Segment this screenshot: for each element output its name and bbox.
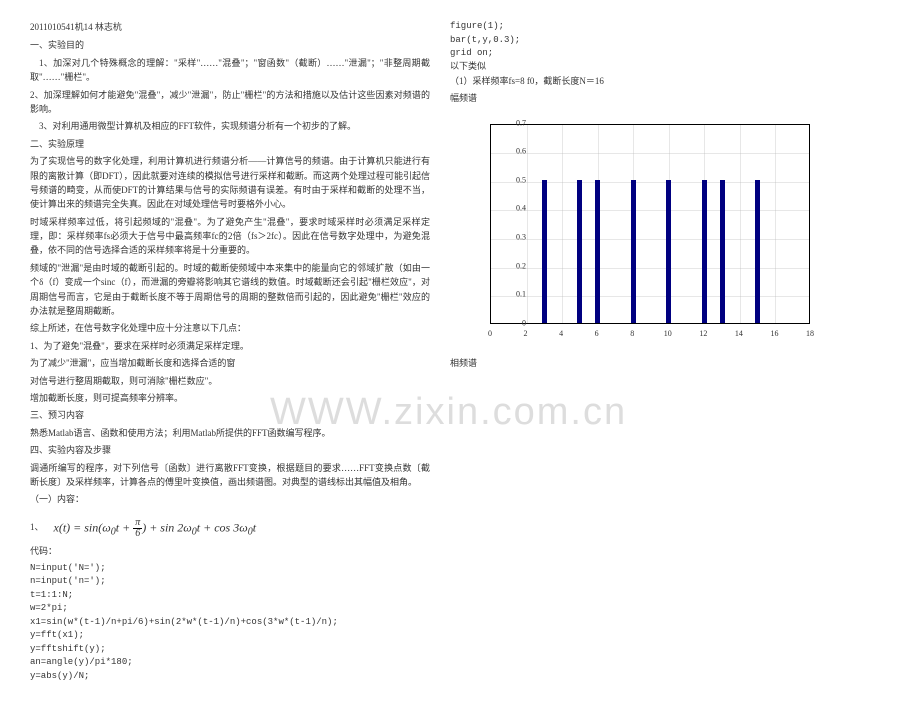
- s3-para-1: 熟悉Matlab语言、函数和使用方法；利用Matlab所提供的FFT函数编写程序…: [30, 426, 430, 440]
- section-3-title: 三、预习内容: [30, 408, 430, 422]
- plot-area: [490, 124, 810, 324]
- xtick-label: 0: [480, 328, 500, 341]
- code-label: 代码：: [30, 544, 430, 558]
- grid-line-horizontal: [491, 268, 809, 269]
- grid-line-vertical: [527, 125, 528, 323]
- s1-para-2: 2、加深理解如何才能避免"混叠"，减少"泄漏"，防止"栅栏"的方法和措施以及估计…: [30, 88, 430, 117]
- s2-para-2: 时域采样频率过低，将引起频域的"混叠"。为了避免产生"混叠"，要求时域采样时必须…: [30, 215, 430, 258]
- s2-para-7: 对信号进行整周期截取，则可消除"栅栏数应"。: [30, 374, 430, 388]
- chart-caption-1: （1）采样频率fs=8 f0，截断长度N＝16: [450, 74, 870, 88]
- code-line: bar(t,y,0.3);: [450, 34, 870, 48]
- code-block-left: N=input('N=');n=input('n=');t=1:1:N;w=2*…: [30, 562, 430, 684]
- grid-line-vertical: [775, 125, 776, 323]
- chart-bar: [577, 180, 582, 323]
- s1-para-3: 3、对利用通用微型计算机及相应的FFT软件，实现频谱分析有一个初步的了解。: [30, 119, 430, 133]
- s2-para-1: 为了实现信号的数字化处理，利用计算机进行频谱分析——计算信号的频谱。由于计算机只…: [30, 154, 430, 212]
- amplitude-chart: 02468101214161800.10.20.30.40.50.60.7: [460, 116, 870, 346]
- code-line: y=fft(x1);: [30, 629, 430, 643]
- ytick-label: 0.4: [500, 203, 526, 216]
- chart-bar: [720, 180, 725, 323]
- page-container: 2011010541机14 林志杭 一、实验目的 1、加深对几个特殊概念的理解：…: [0, 0, 920, 703]
- grid-line-horizontal: [491, 182, 809, 183]
- ytick-label: 0.6: [500, 146, 526, 159]
- ytick-label: 0.3: [500, 232, 526, 245]
- chart-bar: [755, 180, 760, 323]
- student-id-header: 2011010541机14 林志杭: [30, 20, 430, 34]
- section-4-title: 四、实验内容及步骤: [30, 443, 430, 457]
- grid-line-horizontal: [491, 153, 809, 154]
- xtick-label: 12: [693, 328, 713, 341]
- grid-line-vertical: [740, 125, 741, 323]
- code-line: an=angle(y)/pi*180;: [30, 656, 430, 670]
- code-line: t=1:1:N;: [30, 589, 430, 603]
- xtick-label: 8: [622, 328, 642, 341]
- xtick-label: 16: [764, 328, 784, 341]
- s2-para-6: 为了减少"泄漏"，应当增加截断长度和选择合适的窗: [30, 356, 430, 370]
- grid-line-vertical: [562, 125, 563, 323]
- s2-para-5: 1、为了避免"混叠"，要求在采样时必须满足采样定理。: [30, 339, 430, 353]
- chart-bar: [702, 180, 707, 323]
- chart-bar: [595, 180, 600, 323]
- code-block-right: figure(1);bar(t,y,0.3);grid on;以下类似: [450, 20, 870, 74]
- chart-bar: [666, 180, 671, 323]
- code-line: n=input('n=');: [30, 575, 430, 589]
- ytick-label: 0.1: [500, 289, 526, 302]
- chart-caption-2: 幅频谱: [450, 91, 870, 105]
- code-line: 以下类似: [450, 61, 870, 75]
- ytick-label: 0.2: [500, 260, 526, 273]
- code-line: x1=sin(w*(t-1)/n+pi/6)+sin(2*w*(t-1)/n)+…: [30, 616, 430, 630]
- code-line: N=input('N=');: [30, 562, 430, 576]
- section-1-title: 一、实验目的: [30, 38, 430, 52]
- grid-line-horizontal: [491, 210, 809, 211]
- s4-sub: （一）内容：: [30, 492, 430, 506]
- s2-para-8: 增加截断长度，则可提高频率分辨率。: [30, 391, 430, 405]
- xtick-label: 4: [551, 328, 571, 341]
- ytick-label: 0.5: [500, 175, 526, 188]
- xtick-label: 6: [587, 328, 607, 341]
- section-2-title: 二、实验原理: [30, 137, 430, 151]
- right-column: figure(1);bar(t,y,0.3);grid on;以下类似 （1）采…: [450, 20, 870, 683]
- chart-bar: [542, 180, 547, 323]
- s2-para-3: 频域的"泄漏"是由时域的截断引起的。时域的截断使频域中本来集中的能量向它的邻域扩…: [30, 261, 430, 319]
- formula-1: x(t) = sin(ω0t + π6) + sin 2ω0t + cos 3ω…: [54, 518, 257, 541]
- s4-para-1: 调通所编写的程序，对下列信号〔函数〕进行离散FFT变换，根据题目的要求……FFT…: [30, 461, 430, 490]
- s1-para-1: 1、加深对几个特殊概念的理解："采样"……"混叠"；"窗函数"（截断）……"泄漏…: [30, 56, 430, 85]
- xtick-label: 10: [658, 328, 678, 341]
- code-line: w=2*pi;: [30, 602, 430, 616]
- xtick-label: 18: [800, 328, 820, 341]
- code-line: y=fftshift(y);: [30, 643, 430, 657]
- grid-line-horizontal: [491, 296, 809, 297]
- code-line: y=abs(y)/N;: [30, 670, 430, 684]
- left-column: 2011010541机14 林志杭 一、实验目的 1、加深对几个特殊概念的理解：…: [30, 20, 450, 683]
- chart-bar: [631, 180, 636, 323]
- s2-para-4: 综上所述，在信号数字化处理中应十分注意以下几点：: [30, 321, 430, 335]
- ytick-label: 0: [500, 317, 526, 330]
- chart-caption-3: 相频谱: [450, 356, 870, 370]
- grid-line-horizontal: [491, 239, 809, 240]
- ytick-label: 0.7: [500, 117, 526, 130]
- formula-num: 1、: [30, 520, 44, 534]
- code-line: figure(1);: [450, 20, 870, 34]
- code-line: grid on;: [450, 47, 870, 61]
- xtick-label: 14: [729, 328, 749, 341]
